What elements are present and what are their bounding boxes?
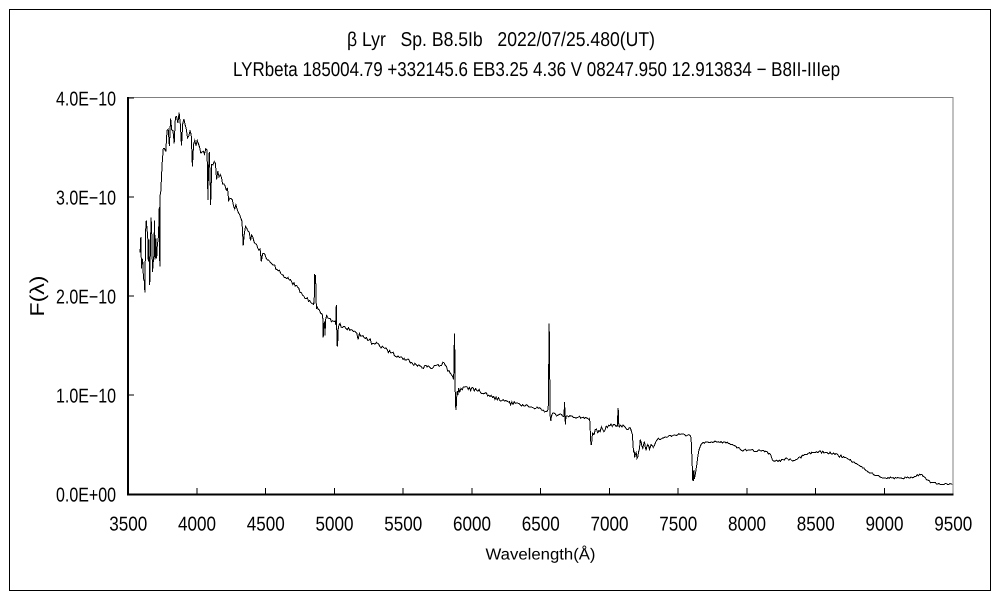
svg-text:6500: 6500 bbox=[522, 514, 560, 536]
svg-text:9500: 9500 bbox=[934, 514, 972, 536]
svg-text:F(λ): F(λ) bbox=[27, 276, 49, 317]
svg-text:1.0E−10: 1.0E−10 bbox=[56, 385, 116, 407]
svg-text:7000: 7000 bbox=[591, 514, 629, 536]
svg-text:6000: 6000 bbox=[453, 514, 491, 536]
svg-text:4500: 4500 bbox=[247, 514, 285, 536]
svg-text:5500: 5500 bbox=[384, 514, 422, 536]
svg-text:LYRbeta 185004.79 +332145.6 EB: LYRbeta 185004.79 +332145.6 EB3.25 4.36 … bbox=[233, 59, 840, 81]
svg-text:9000: 9000 bbox=[866, 514, 904, 536]
svg-text:4.0E−10: 4.0E−10 bbox=[56, 88, 116, 110]
svg-text:3500: 3500 bbox=[109, 514, 147, 536]
svg-text:7500: 7500 bbox=[659, 514, 697, 536]
svg-text:4000: 4000 bbox=[178, 514, 216, 536]
svg-text:8500: 8500 bbox=[797, 514, 835, 536]
svg-text:0.0E+00: 0.0E+00 bbox=[56, 484, 116, 506]
svg-text:8000: 8000 bbox=[728, 514, 766, 536]
svg-text:2.0E−10: 2.0E−10 bbox=[56, 286, 116, 308]
svg-text:β Lyr Sp. B8.5Ib 2022/07/2: β Lyr Sp. B8.5Ib 2022/07/25.480(UT) bbox=[347, 29, 655, 51]
svg-text:5000: 5000 bbox=[316, 514, 354, 536]
svg-text:Wavelength(Å): Wavelength(Å) bbox=[486, 546, 596, 564]
svg-text:3.0E−10: 3.0E−10 bbox=[56, 187, 116, 209]
